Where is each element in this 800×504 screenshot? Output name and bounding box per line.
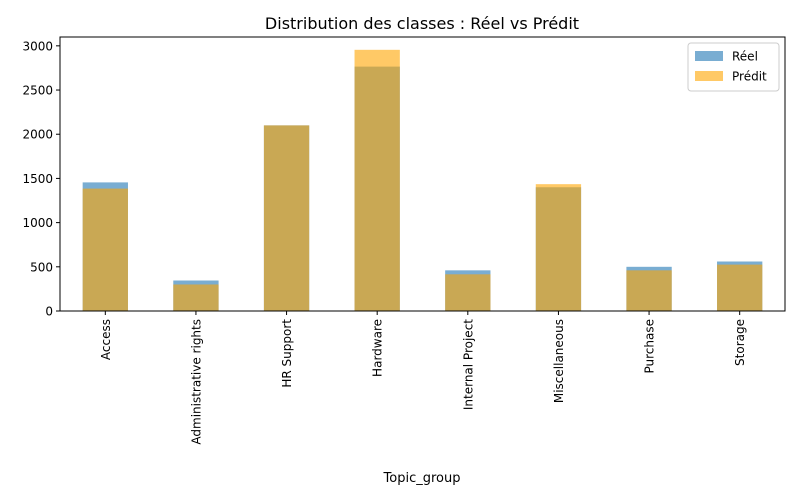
x-tick-label-4: Internal Project <box>461 319 475 410</box>
x-axis-label: Topic_group <box>383 471 461 486</box>
x-tick-label-3: Hardware <box>371 319 385 377</box>
legend: Réel Prédit <box>687 42 780 92</box>
legend-label-0: Réel <box>732 50 758 64</box>
y-tick-label-4: 2000 <box>22 128 53 142</box>
axes-layer: 0 500 1000 1500 2000 2500 3000 Access Administra… <box>22 36 786 445</box>
bar-predit-3 <box>354 49 400 311</box>
x-tick-label-5: Miscellaneous <box>552 319 566 403</box>
legend-swatch-0 <box>695 51 723 61</box>
x-tick-label-2: HR Support <box>280 319 294 388</box>
bar-predit-4 <box>445 274 491 311</box>
legend-label-1: Prédit <box>732 70 767 84</box>
bar-predit-0 <box>82 188 128 311</box>
y-tick-label-0: 0 <box>45 305 53 319</box>
bar-predit-2 <box>263 125 310 311</box>
y-tick-label-5: 2500 <box>22 84 53 98</box>
x-tick-label-6: Purchase <box>643 319 657 374</box>
plot-frame <box>59 36 786 312</box>
chart-title: Distribution des classes : Réel vs Prédi… <box>265 14 579 33</box>
y-tick-label-6: 3000 <box>22 39 53 53</box>
y-tick-label-1: 500 <box>30 260 53 274</box>
x-tick-label-1: Administrative rights <box>189 319 203 445</box>
bar-predit-6 <box>626 270 672 311</box>
x-tick-label-7: Storage <box>733 319 747 366</box>
bar-predit-5 <box>535 184 582 311</box>
legend-swatch-1 <box>695 71 723 81</box>
y-tick-label-3: 1500 <box>22 172 53 186</box>
bar-predit-1 <box>173 284 219 311</box>
y-tick-label-2: 1000 <box>22 216 53 230</box>
bar-predit-7 <box>717 264 763 311</box>
x-tick-label-0: Access <box>99 319 113 360</box>
bars-layer <box>82 49 763 311</box>
